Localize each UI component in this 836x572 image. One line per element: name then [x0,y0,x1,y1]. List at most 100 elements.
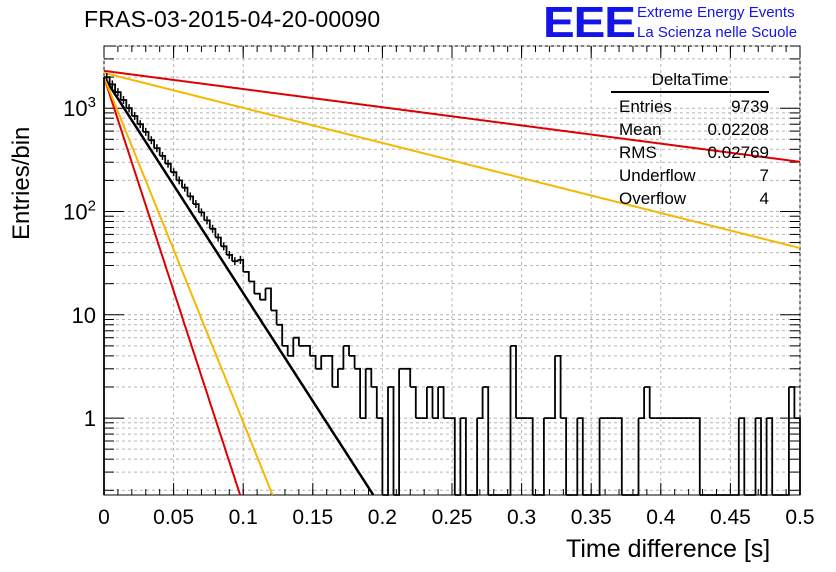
histogram-bin [761,418,768,496]
x-tick-label: 0.2 [368,506,397,529]
histogram-bin [115,91,122,100]
histogram-bin [404,367,412,387]
histogram-bin [571,418,579,496]
histogram-bin [783,387,790,496]
x-tick-label: 0.05 [153,506,194,529]
histogram-bin [237,259,245,272]
histogram-bin [438,386,445,419]
histogram-bin [788,386,796,419]
x-tick-label: 0.1 [229,506,258,529]
histogram-bin [204,219,211,229]
histogram-bin [282,345,289,356]
fit-curve [102,76,375,496]
histogram-bin [527,417,534,495]
histogram-bin [209,227,217,238]
y-tick-label: 103 [63,94,96,121]
histogram-bin [176,179,183,188]
histogram-bin [616,417,623,495]
stats-label: Entries [619,97,672,116]
fit-curve [103,71,801,250]
histogram-bin [560,417,567,495]
fit-curve [103,76,274,496]
stats-row-entries: Entries 9739 [611,95,779,118]
histogram-bin [215,236,222,247]
histogram-bin [271,309,278,325]
x-tick-label: 0.4 [646,506,676,529]
x-axis-label: Time difference [s] [566,535,771,563]
histogram-bin [137,123,144,132]
histogram-bin [265,287,272,311]
histogram-bin [376,417,384,495]
histogram-bin [360,368,367,419]
histogram-bin [109,83,116,93]
histogram-bin [337,345,345,370]
y-tick-label: 1 [84,406,96,431]
x-tick-label: 0.45 [710,506,751,529]
histogram-bin [421,387,428,419]
stats-row-underflow: Underflow 7 [611,164,779,187]
stats-box: DeltaTime Entries 9739 Mean 0.02208 RMS … [611,70,779,210]
fit-curve [103,76,242,496]
histogram-bin [126,107,133,116]
stats-title: DeltaTime [611,70,769,93]
histogram-bin [410,386,417,419]
histogram-bin [755,417,762,495]
histogram-bin [304,345,311,356]
stats-value: 0.02769 [707,143,769,162]
histogram-bin [766,417,774,495]
histogram-bin [248,280,256,294]
x-tick-label: 0.35 [571,506,612,529]
histogram-bin [432,387,439,419]
y-tick-label: 102 [63,197,96,224]
histogram-bin [315,355,323,370]
histogram-bin [538,418,545,496]
histogram-bin [577,417,584,495]
histogram-bin [198,211,206,221]
histogram-bin [388,386,395,495]
tick-labels: 0 0.05 0.1 0.15 0.2 0.25 0.3 0.35 0.4 0.45 0.5 1 10 1… [63,94,814,529]
logo-tagline-2: La Scienza nelle Scuole [637,24,798,41]
stats-label: RMS [619,143,657,162]
histogram-bin [555,355,562,419]
histogram-bin [310,355,317,369]
histogram-bin [454,418,462,496]
histogram-bin [738,417,746,495]
histogram-bin [193,203,200,213]
histogram-bin [354,367,361,419]
histogram-bin [633,418,640,496]
histogram-bin [120,99,128,109]
histogram-bin [332,368,339,388]
histogram-bin [187,195,194,205]
histogram-layer [103,73,801,496]
histogram-bin [159,155,167,164]
run-title: FRAS-03-2015-04-20-00090 [84,6,381,32]
histogram-bin [749,418,757,496]
histogram-bin [382,387,389,496]
histogram-bin [259,288,267,301]
histogram-bin [794,417,801,495]
histogram-bin [638,387,645,419]
histogram-bin [182,186,189,197]
stats-label: Overflow [619,189,687,208]
y-tick-label: 10 [72,303,96,328]
histogram-bin [393,368,400,496]
histogram-bin [131,115,139,125]
stats-value: 7 [759,166,769,185]
x-tick-label: 0.25 [432,506,473,529]
histogram-bin [365,367,373,387]
histogram-bin [460,417,467,495]
histogram-bin [449,417,456,495]
histogram-bin [343,345,350,356]
histogram-bin [694,417,701,495]
histogram-bin [349,355,356,369]
stats-row-rms: RMS 0.02769 [611,141,779,164]
fit-curves [102,69,801,496]
histogram-bin [254,292,261,300]
histogram-bin [594,418,601,496]
logo-tagline-1: Extreme Energy Events [637,4,795,21]
x-tick-label: 0.3 [507,506,536,529]
histogram-bin [426,386,434,419]
stats-label: Underflow [619,166,696,185]
stats-row-overflow: Overflow 4 [611,187,779,210]
